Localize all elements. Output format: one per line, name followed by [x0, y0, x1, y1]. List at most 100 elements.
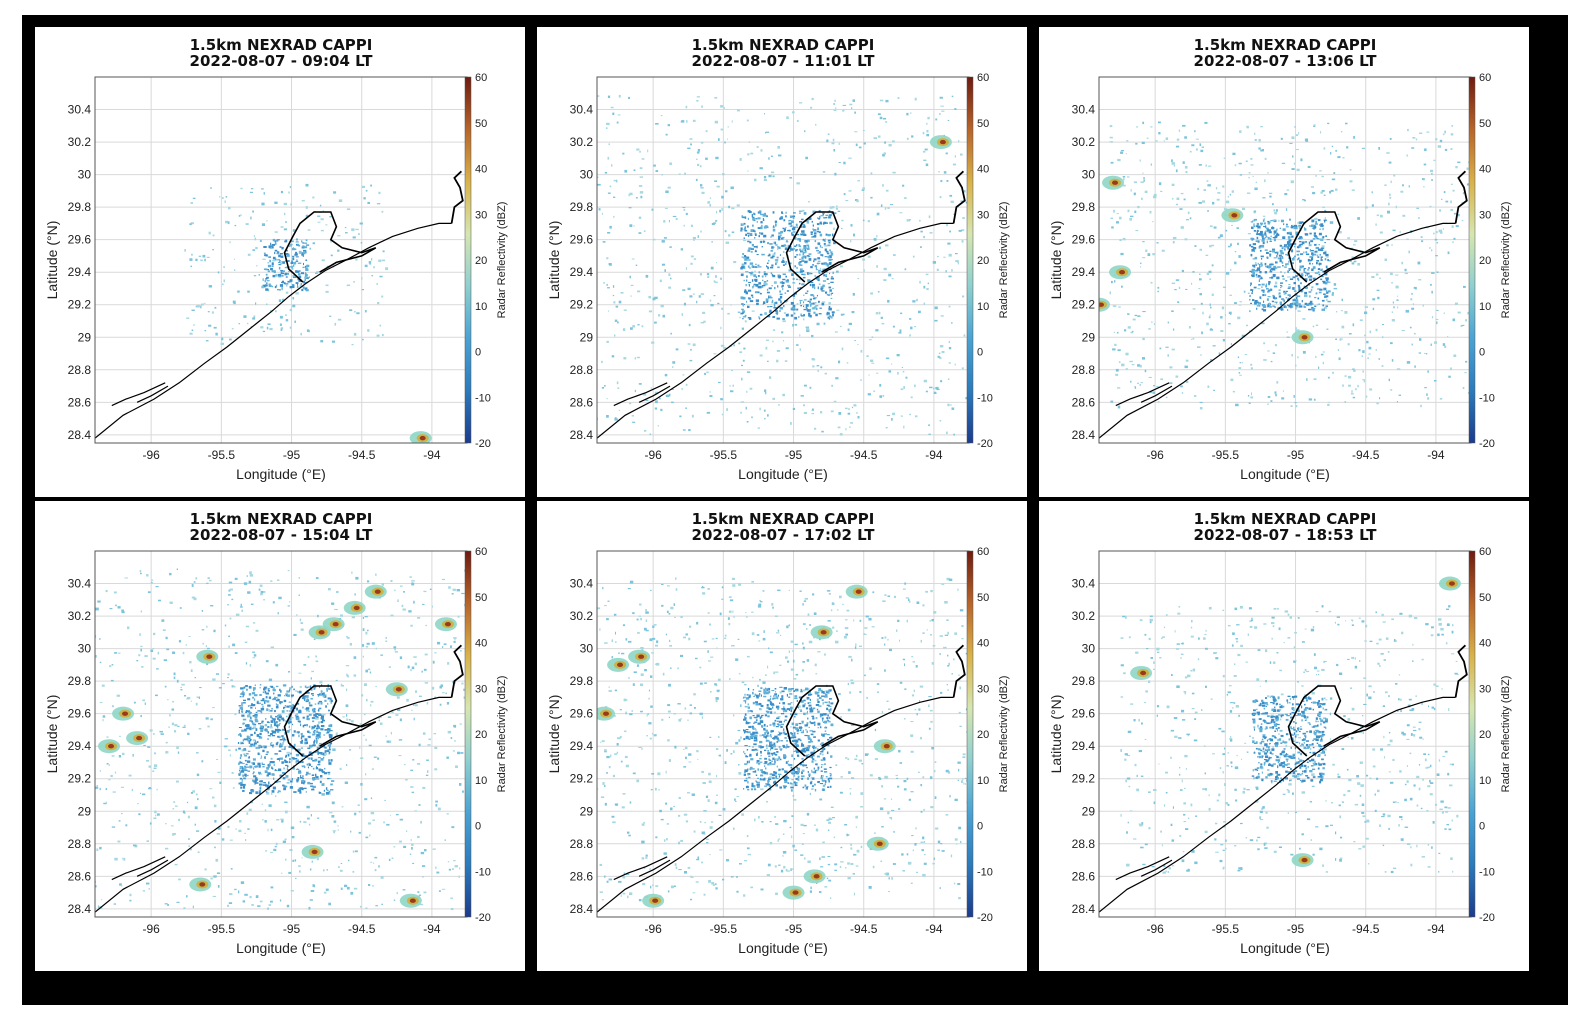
y-tick-label: 28.6: [68, 869, 92, 883]
y-tick-label: 29.4: [1072, 739, 1096, 753]
y-tick-label: 28.4: [570, 902, 594, 916]
x-tick-label: -95: [1287, 922, 1305, 936]
colorbar-tick-label: 60: [977, 72, 989, 84]
colorbar-tick-label: 10: [475, 301, 487, 313]
x-tick-label: -95.5: [710, 448, 738, 462]
y-tick-label: 28.4: [1072, 902, 1096, 916]
y-tick-label: 30: [78, 642, 92, 656]
grid-lines: [95, 551, 467, 917]
colorbar-tick-label: -20: [475, 438, 491, 450]
x-axis-label: Longitude (°E): [738, 466, 828, 482]
colorbar-tick-label: -10: [1479, 866, 1495, 878]
panel-title: 1.5km NEXRAD CAPPI: [1194, 36, 1377, 54]
y-tick-label: 28.8: [68, 363, 92, 377]
colorbar-tick-label: 30: [977, 683, 989, 695]
x-tick-label: -96: [142, 448, 160, 462]
colorbar: [464, 76, 472, 444]
colorbar-tick-label: 50: [1479, 118, 1491, 130]
panel-title: 1.5km NEXRAD CAPPI: [692, 36, 875, 54]
y-tick-label: 29.8: [570, 674, 594, 688]
radar-panel: 1.5km NEXRAD CAPPI 2022-08-07 - 15:04 LT -…: [35, 501, 525, 971]
y-tick-label: 30.2: [68, 135, 92, 149]
y-tick-label: 28.4: [1072, 428, 1096, 442]
radar-echoes: [95, 568, 467, 911]
coastline: [597, 170, 966, 439]
x-axis-label: Longitude (°E): [1240, 940, 1330, 956]
x-axis-label: Longitude (°E): [738, 940, 828, 956]
y-tick-label: 29.6: [1072, 707, 1096, 721]
x-tick-label: -94.5: [1352, 922, 1380, 936]
panel-timestamp: 2022-08-07 - 13:06 LT: [1194, 52, 1378, 70]
colorbar-tick-label: -10: [977, 866, 993, 878]
y-tick-label: 29.4: [68, 739, 92, 753]
x-tick-label: -94: [1427, 448, 1445, 462]
y-tick-label: 28.8: [1072, 837, 1096, 851]
x-tick-label: -95: [283, 922, 301, 936]
y-tick-label: 29.2: [68, 772, 92, 786]
colorbar-tick-label: 0: [475, 347, 481, 359]
x-tick-label: -94.5: [1352, 448, 1380, 462]
y-tick-label: 28.6: [68, 395, 92, 409]
y-tick-label: 30.2: [1072, 135, 1096, 149]
y-tick-label: 30.4: [1072, 103, 1096, 117]
colorbar-tick-label: -20: [977, 438, 993, 450]
colorbar-tick-label: -10: [1479, 392, 1495, 404]
colorbar-tick-label: 40: [977, 164, 989, 176]
radar-echoes: [1099, 121, 1471, 410]
colorbar-tick-label: 60: [475, 546, 487, 558]
y-tick-label: 29.6: [68, 233, 92, 247]
y-tick-label: 30: [1082, 168, 1096, 182]
x-axis-label: Longitude (°E): [236, 940, 326, 956]
y-tick-label: 29: [1082, 330, 1096, 344]
y-tick-label: 28.6: [1072, 869, 1096, 883]
coastline: [95, 170, 464, 439]
y-tick-label: 28.6: [570, 395, 594, 409]
y-axis-label: Latitude (°N): [44, 221, 60, 300]
x-axis-label: Longitude (°E): [1240, 466, 1330, 482]
colorbar-tick-label: 10: [1479, 775, 1491, 787]
colorbar-tick-label: 40: [1479, 164, 1491, 176]
y-tick-label: 30.4: [570, 103, 594, 117]
colorbar-tick-label: 30: [475, 683, 487, 695]
y-tick-label: 28.8: [1072, 363, 1096, 377]
y-axis-label: Latitude (°N): [44, 695, 60, 774]
y-tick-label: 28.8: [570, 837, 594, 851]
colorbar-tick-label: 0: [1479, 821, 1485, 833]
x-tick-label: -95: [283, 448, 301, 462]
radar-panel: 1.5km NEXRAD CAPPI 2022-08-07 - 17:02 LT -…: [537, 501, 1027, 971]
colorbar-tick-label: 30: [475, 209, 487, 221]
colorbar-tick-label: -20: [1479, 912, 1495, 924]
colorbar-tick-label: 40: [1479, 638, 1491, 650]
colorbar-tick-label: 40: [475, 164, 487, 176]
colorbar-tick-label: 0: [977, 347, 983, 359]
y-tick-label: 30.2: [68, 609, 92, 623]
panel-timestamp: 2022-08-07 - 17:02 LT: [692, 526, 876, 544]
grid-lines: [1099, 551, 1471, 917]
y-tick-label: 28.6: [1072, 395, 1096, 409]
colorbar-label: Radar Reflectivity (dBZ): [1500, 676, 1512, 793]
y-tick-label: 29.4: [570, 739, 594, 753]
colorbar-tick-label: 0: [977, 821, 983, 833]
radar-echoes: [1120, 576, 1461, 874]
y-tick-label: 30.2: [570, 135, 594, 149]
y-tick-label: 29.4: [570, 265, 594, 279]
y-tick-label: 29.2: [1072, 772, 1096, 786]
y-tick-label: 29.8: [1072, 674, 1096, 688]
x-tick-label: -94.5: [348, 448, 376, 462]
colorbar-tick-label: 20: [475, 729, 487, 741]
x-tick-label: -96: [1146, 922, 1164, 936]
panel-title: 1.5km NEXRAD CAPPI: [1194, 510, 1377, 528]
grid-lines: [95, 77, 467, 443]
colorbar-tick-label: 50: [1479, 592, 1491, 604]
y-tick-label: 29.2: [570, 772, 594, 786]
colorbar-tick-label: 10: [1479, 301, 1491, 313]
x-tick-label: -94: [423, 448, 441, 462]
y-tick-label: 29: [580, 804, 594, 818]
x-tick-label: -94: [925, 922, 943, 936]
x-tick-label: -94.5: [348, 922, 376, 936]
colorbar-tick-label: 50: [475, 118, 487, 130]
y-tick-label: 29.6: [68, 707, 92, 721]
